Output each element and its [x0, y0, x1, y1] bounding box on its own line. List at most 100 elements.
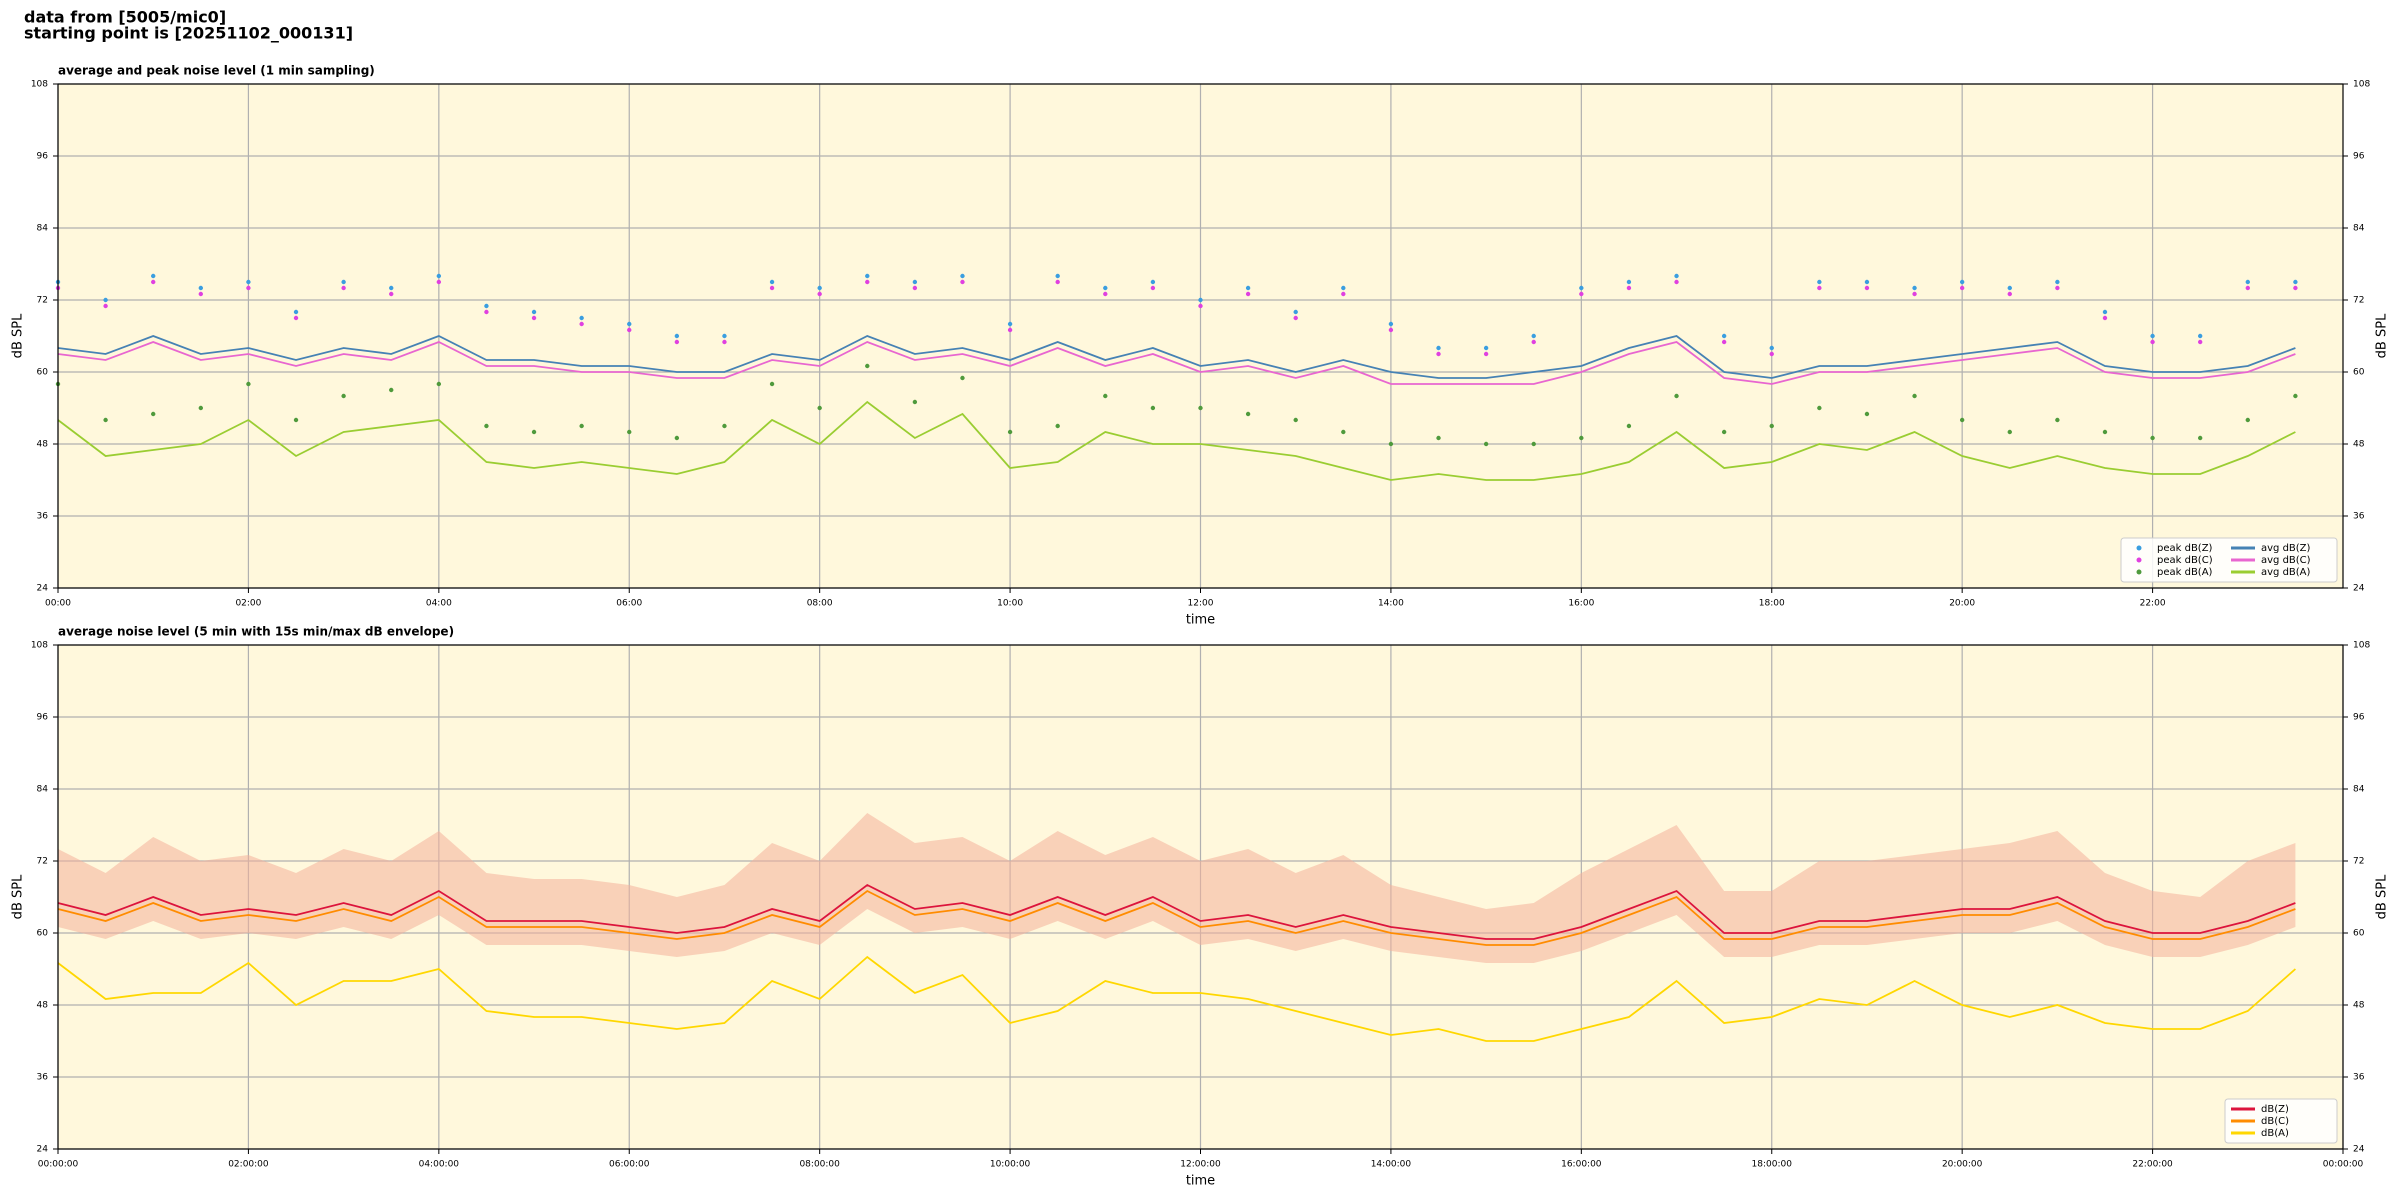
peak-dot	[151, 411, 156, 417]
peak-dot	[1959, 285, 1965, 291]
legend-label: peak dB(A)	[2157, 567, 2213, 578]
peak-dot	[1103, 393, 1108, 399]
peak-dot	[1245, 285, 1251, 291]
x-tick-label: 10:00	[997, 599, 1023, 609]
x-tick-label: 20:00	[1949, 599, 1975, 609]
y-tick-label: 108	[2353, 80, 2370, 90]
peak-dot	[1674, 279, 1679, 285]
peak-dot	[2007, 429, 2012, 435]
peak-dot	[1531, 441, 1536, 447]
peak-dot	[817, 285, 822, 291]
y-tick-label: 96	[37, 713, 49, 723]
series-line	[57, 341, 2296, 385]
peak-dot	[2245, 285, 2250, 291]
peak-dot	[769, 285, 775, 291]
peak-dot	[1674, 273, 1679, 279]
peak-dot	[579, 315, 584, 321]
peak-dot	[151, 279, 156, 285]
peak-dot	[2197, 435, 2203, 441]
peak-dot	[1245, 411, 1251, 417]
x-tick-label: 04:00	[426, 599, 452, 609]
peak-dot	[2245, 279, 2250, 285]
legend-label: avg dB(A)	[2261, 567, 2311, 578]
peak-dot	[817, 405, 822, 411]
peak-dot	[531, 309, 537, 315]
legend-marker	[2136, 557, 2142, 563]
peak-dot	[1341, 429, 1346, 435]
peak-dot	[960, 273, 965, 279]
legend-label: dB(Z)	[2261, 1104, 2289, 1115]
peak-dot	[151, 273, 156, 279]
peak-dot	[531, 315, 537, 321]
y-tick-label: 36	[2353, 1073, 2365, 1083]
peak-dot	[1436, 345, 1441, 351]
x-axis-label: time	[1186, 613, 1215, 628]
x-tick-label: 02:00:00	[228, 1160, 269, 1170]
peak-dot	[769, 279, 775, 285]
y-tick-label: 96	[2353, 152, 2365, 162]
peak-dot	[912, 279, 918, 285]
peak-dot	[389, 387, 394, 393]
peak-dot	[2150, 339, 2155, 345]
peak-dot	[1055, 423, 1060, 429]
peak-dot	[341, 393, 346, 399]
peak-dot	[1817, 405, 1822, 411]
peak-dot	[1864, 411, 1870, 417]
x-tick-label: 14:00:00	[1371, 1160, 1412, 1170]
peak-dot	[1103, 291, 1108, 297]
x-tick-label: 08:00	[807, 599, 833, 609]
peak-dot	[293, 315, 299, 321]
legend-label: dB(A)	[2261, 1128, 2289, 1139]
peak-dot	[912, 399, 918, 405]
plot-frame	[57, 83, 2344, 589]
x-tick-label: 12:00:00	[1180, 1160, 1221, 1170]
peak-dot	[1674, 393, 1679, 399]
x-tick-label: 20:00:00	[1942, 1160, 1983, 1170]
peak-dot	[1626, 285, 1632, 291]
y-tick-label: 60	[37, 368, 49, 378]
y-tick-label: 24	[2353, 584, 2365, 594]
legend-marker	[2136, 569, 2142, 575]
y-tick-label: 36	[37, 1073, 49, 1083]
y-tick-label: 24	[2353, 1145, 2365, 1155]
legend-marker	[2136, 545, 2142, 551]
x-tick-label: 08:00:00	[799, 1160, 840, 1170]
peak-dot	[2293, 285, 2298, 291]
peak-dot	[1341, 291, 1346, 297]
peak-dot	[1912, 285, 1917, 291]
series-line	[57, 335, 2296, 379]
legend-label: peak dB(Z)	[2157, 543, 2213, 554]
peak-dot	[1150, 285, 1156, 291]
panel-title: average noise level (5 min with 15s min/…	[58, 625, 454, 639]
peak-dot	[198, 291, 204, 297]
y-tick-label: 72	[2353, 857, 2364, 867]
peak-dot	[1721, 339, 1727, 345]
x-tick-label: 00:00	[45, 599, 71, 609]
peak-dot	[1483, 441, 1489, 447]
peak-dot	[389, 291, 394, 297]
peak-dot	[484, 423, 489, 429]
peak-dot	[1198, 405, 1203, 411]
peak-dot	[1293, 315, 1298, 321]
peak-dot	[1341, 285, 1346, 291]
peak-dot	[579, 321, 584, 327]
x-tick-label: 02:00	[235, 599, 261, 609]
peak-dot	[1293, 417, 1298, 423]
series-line	[57, 889, 2296, 946]
peak-dot	[1436, 435, 1441, 441]
y-tick-label: 72	[37, 296, 48, 306]
x-tick-label: 10:00:00	[990, 1160, 1031, 1170]
peak-dot	[1721, 333, 1727, 339]
peak-dot	[1626, 279, 1632, 285]
peak-dot	[865, 363, 870, 369]
y-tick-label: 108	[2353, 641, 2370, 651]
peak-dot	[1198, 297, 1203, 303]
peak-dot	[484, 303, 489, 309]
y-tick-label: 72	[2353, 296, 2364, 306]
y-tick-label: 96	[37, 152, 49, 162]
y-tick-label: 96	[2353, 713, 2365, 723]
peak-dot	[579, 423, 584, 429]
peak-dot	[1817, 285, 1822, 291]
x-tick-label: 22:00	[2140, 599, 2166, 609]
